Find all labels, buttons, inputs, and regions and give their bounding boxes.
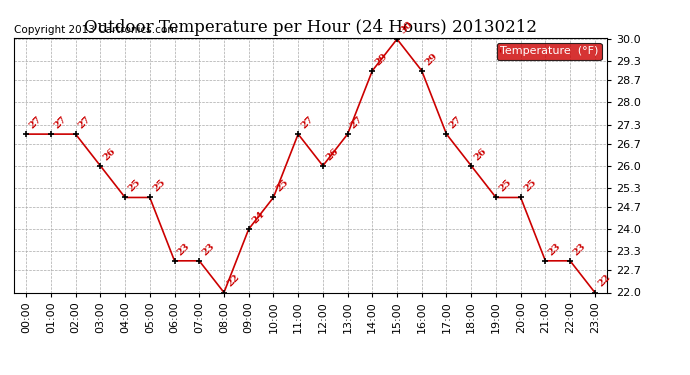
Text: 27: 27	[28, 114, 43, 130]
Text: 23: 23	[201, 241, 217, 257]
Text: 27: 27	[299, 114, 315, 130]
Text: 30: 30	[398, 19, 414, 35]
Text: 25: 25	[522, 178, 538, 194]
Text: 26: 26	[473, 146, 489, 162]
Title: Outdoor Temperature per Hour (24 Hours) 20130212: Outdoor Temperature per Hour (24 Hours) …	[84, 19, 537, 36]
Text: 27: 27	[448, 114, 464, 130]
Text: 27: 27	[52, 114, 68, 130]
Text: 25: 25	[151, 178, 167, 194]
Text: 25: 25	[497, 178, 513, 194]
Legend: Temperature  (°F): Temperature (°F)	[497, 43, 602, 60]
Text: 25: 25	[126, 178, 142, 194]
Text: 23: 23	[571, 241, 587, 257]
Text: 24: 24	[250, 209, 266, 225]
Text: 26: 26	[101, 146, 117, 162]
Text: 23: 23	[176, 241, 192, 257]
Text: 22: 22	[596, 273, 612, 289]
Text: 29: 29	[373, 51, 389, 67]
Text: 27: 27	[77, 114, 92, 130]
Text: Copyright 2013 Cartronics.com: Copyright 2013 Cartronics.com	[14, 25, 177, 35]
Text: 23: 23	[546, 241, 562, 257]
Text: 27: 27	[349, 114, 365, 130]
Text: 29: 29	[423, 51, 439, 67]
Text: 25: 25	[275, 178, 290, 194]
Text: 26: 26	[324, 146, 340, 162]
Text: 22: 22	[225, 273, 241, 289]
